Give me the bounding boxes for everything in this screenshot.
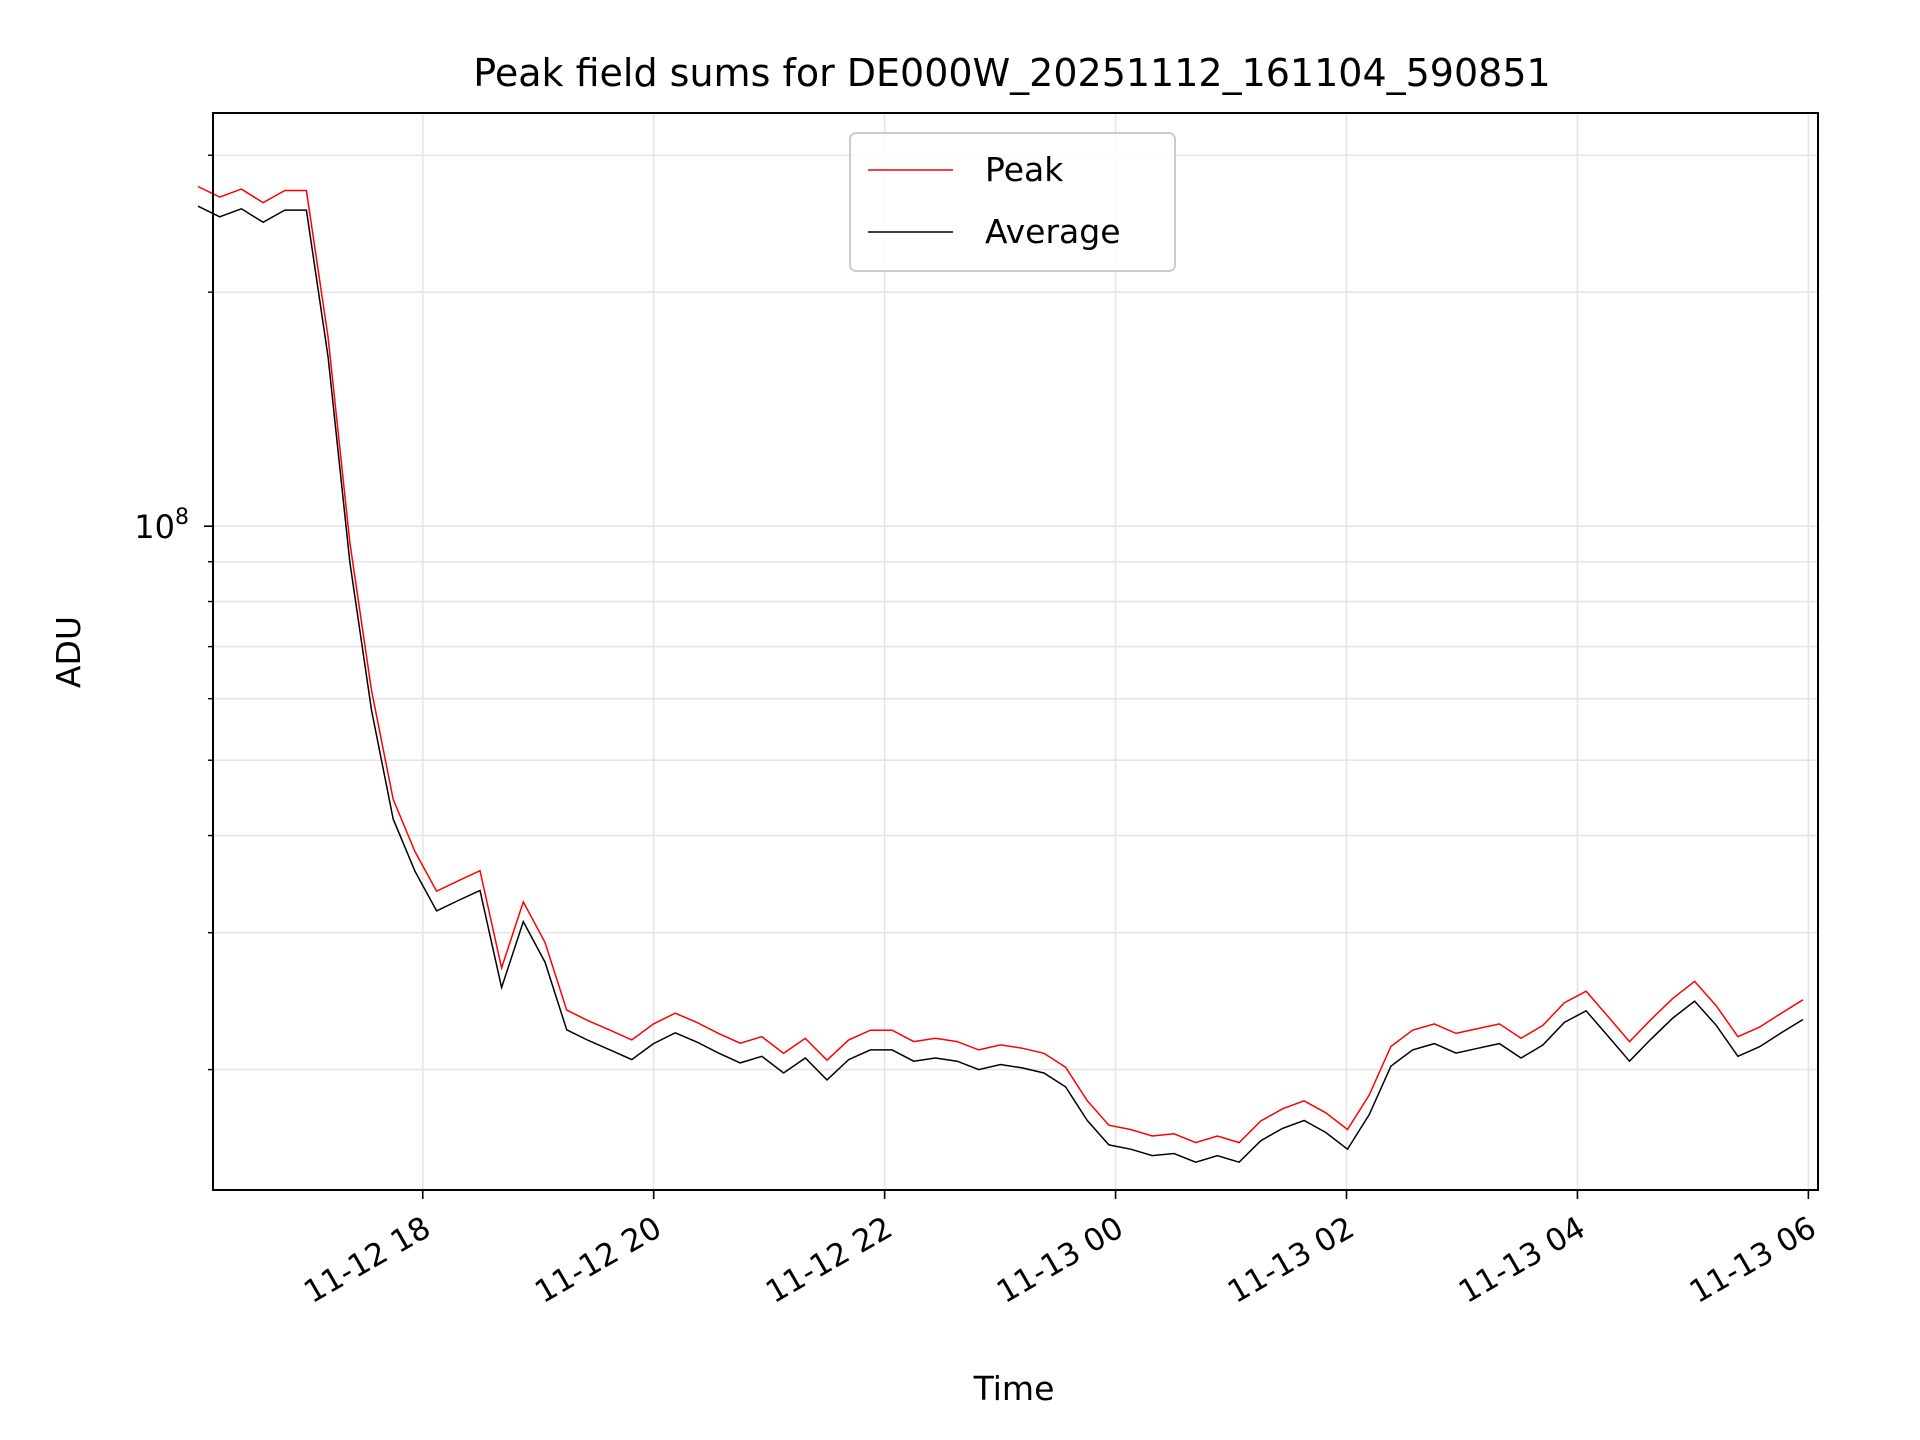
series-line-peak bbox=[197, 185, 1804, 1144]
y-tick-label: 108 bbox=[134, 505, 189, 546]
x-axis-label: Time bbox=[973, 1369, 1055, 1408]
chart-title: Peak field sums for DE000W_20251112_1611… bbox=[473, 51, 1550, 95]
grid bbox=[213, 113, 1818, 1190]
legend-average-label: Average bbox=[985, 212, 1121, 251]
y-axis: 108 bbox=[134, 154, 213, 1071]
y-axis-label: ADU bbox=[49, 616, 88, 688]
legend-peak-label: Peak bbox=[985, 150, 1064, 189]
plot-frame bbox=[212, 112, 1819, 1191]
series-layer bbox=[197, 185, 1804, 1164]
legend-box bbox=[849, 132, 1176, 272]
legend: Peak Average bbox=[849, 132, 1176, 272]
series-line-average bbox=[197, 205, 1804, 1164]
